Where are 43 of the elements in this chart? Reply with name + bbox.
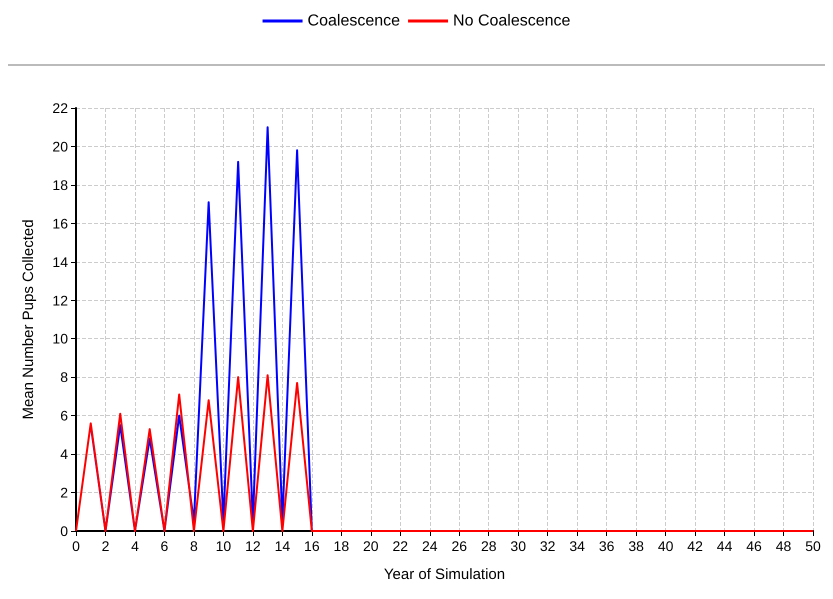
- x-tick-label: 2: [102, 538, 110, 554]
- x-tick-label: 0: [72, 538, 80, 554]
- y-tick-label: 14: [52, 254, 68, 270]
- y-tick-label: 6: [60, 408, 68, 424]
- x-tick-label: 12: [245, 538, 261, 554]
- x-tick-label: 26: [451, 538, 468, 554]
- y-tick-label: 0: [60, 523, 68, 539]
- x-tick-label: 20: [363, 538, 379, 554]
- legend-label: Coalescence: [308, 12, 400, 30]
- y-tick-label: 22: [52, 100, 68, 116]
- y-tick-label: 16: [52, 215, 68, 232]
- x-axis-title: Year of Simulation: [384, 566, 506, 583]
- x-tick-label: 50: [805, 538, 821, 554]
- legend-label: No Coalescence: [453, 12, 571, 30]
- x-tick-label: 44: [716, 538, 733, 554]
- x-tick-label: 38: [628, 538, 644, 554]
- x-tick-label: 22: [392, 538, 408, 554]
- x-tick-label: 8: [190, 538, 198, 554]
- x-tick-label: 46: [746, 538, 762, 554]
- y-tick-label: 2: [60, 484, 68, 501]
- x-tick-label: 36: [598, 538, 615, 554]
- y-axis-title: Mean Number Pups Collected: [20, 219, 37, 420]
- y-tick-label: 4: [60, 446, 68, 462]
- x-tick-label: 48: [776, 538, 792, 554]
- x-tick-label: 34: [569, 538, 586, 554]
- x-tick-label: 4: [131, 538, 140, 554]
- x-tick-label: 28: [480, 538, 497, 554]
- x-tick-label: 10: [216, 538, 232, 554]
- line-series: [90, 126, 313, 532]
- x-tick-label: 6: [160, 538, 169, 554]
- x-tick-label: 16: [304, 538, 320, 554]
- y-tick-label: 12: [52, 292, 68, 308]
- y-tick-label: 8: [60, 369, 68, 386]
- x-tick-label: 30: [510, 538, 526, 554]
- x-tick-label: 18: [334, 538, 350, 554]
- x-tick-label: 24: [422, 538, 438, 554]
- y-tick-label: 18: [52, 176, 68, 193]
- x-tick-label: 32: [540, 538, 556, 554]
- x-tick-label: 42: [687, 538, 704, 554]
- x-tick-label: 40: [658, 538, 674, 554]
- x-tick-label: 14: [274, 538, 290, 554]
- y-tick-label: 10: [52, 330, 68, 347]
- y-tick-label: 20: [52, 138, 68, 154]
